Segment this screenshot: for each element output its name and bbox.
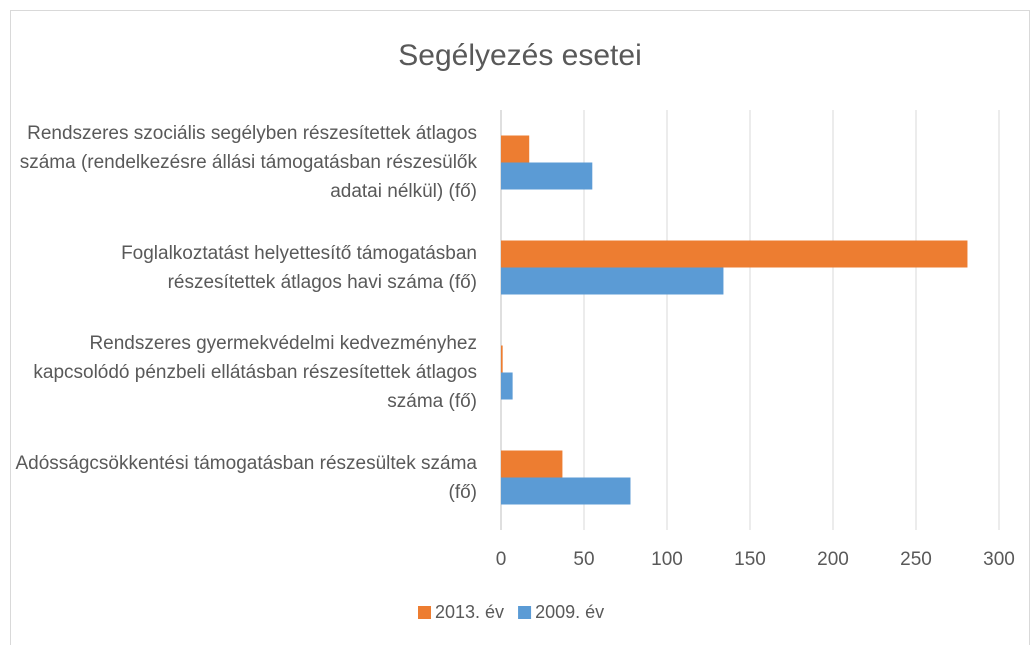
legend-label: 2013. év [435, 602, 504, 622]
x-tick-label: 100 [651, 549, 683, 570]
x-tick-label: 0 [496, 549, 507, 570]
x-tick-label: 250 [900, 549, 932, 570]
bar [501, 477, 631, 505]
x-tick-label: 150 [734, 549, 766, 570]
bar [501, 162, 593, 190]
x-tick-label: 50 [573, 549, 594, 570]
y-tick-label: Rendszeres szociális segélyben részesíte… [19, 123, 477, 202]
category-label-box: Rendszeres gyermekvédelmi kedvezményhez … [33, 333, 477, 412]
bar [501, 372, 513, 400]
y-tick-label: Rendszeres gyermekvédelmi kedvezményhez … [33, 333, 477, 412]
y-tick-label: Adósságcsökkentési támogatásban részesül… [15, 452, 477, 503]
legend-swatch [418, 606, 431, 619]
bar [501, 267, 724, 295]
bar [501, 135, 530, 163]
legend-label: 2009. év [535, 602, 604, 622]
legend-swatch [518, 606, 532, 619]
category-label-box: Adósságcsökkentési támogatásban részesül… [15, 452, 477, 503]
chart-title: Segélyezés esetei [398, 39, 642, 72]
bar [501, 240, 968, 268]
x-tick-label: 200 [817, 549, 849, 570]
category-label-box: Foglalkoztatást helyettesítő támogatásba… [121, 242, 477, 293]
chart-frame [10, 10, 1030, 645]
bar [501, 345, 503, 373]
category-label-box: Rendszeres szociális segélyben részesíte… [19, 123, 477, 202]
y-tick-label: Foglalkoztatást helyettesítő támogatásba… [121, 242, 477, 293]
bar [501, 450, 563, 478]
x-tick-label: 300 [983, 549, 1015, 570]
